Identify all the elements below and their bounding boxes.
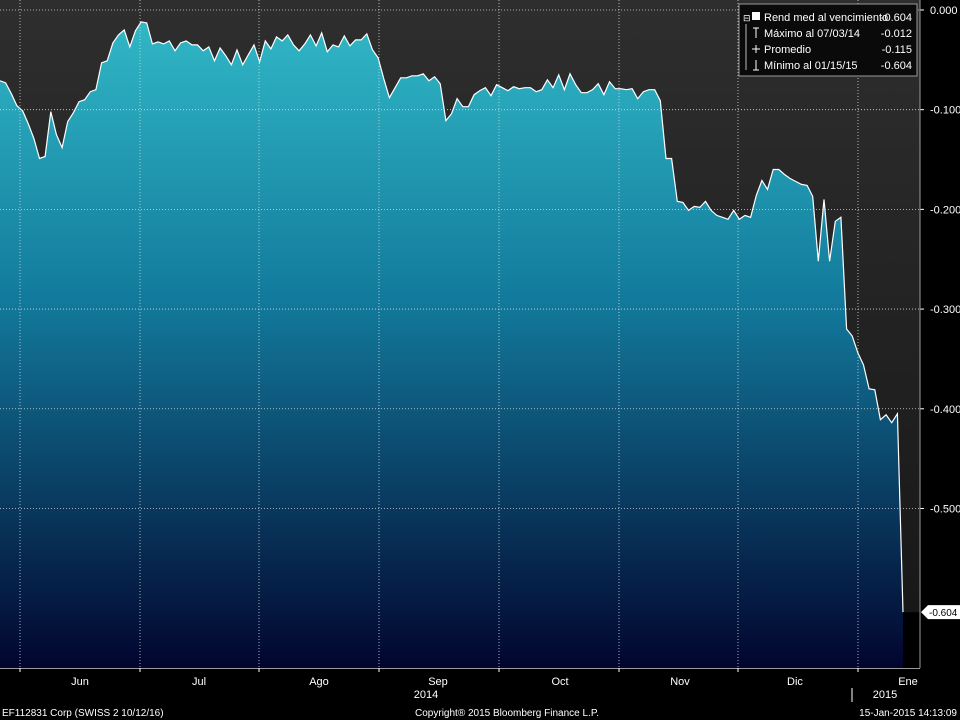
y-tick-label: 0.000: [930, 5, 958, 17]
gridlines: [0, 0, 920, 668]
legend: ⊟ Rend med al vencimiento -0.604 Máximo …: [738, 3, 918, 77]
y-tick-label: -0.200: [930, 204, 960, 216]
min-marker-icon: [753, 60, 759, 71]
y-tick-label: -0.500: [930, 503, 960, 515]
legend-value-2: -0.012: [881, 28, 912, 40]
legend-label-4: Mínimo al 01/15/15: [764, 60, 858, 72]
legend-label-3: Promedio: [764, 44, 811, 56]
legend-label-1: Rend med al vencimiento: [764, 12, 888, 24]
last-value-layer: -0.604: [921, 605, 960, 620]
x-tick-label: Sep: [428, 676, 448, 688]
average-marker-icon: [752, 45, 760, 53]
x-tick-label: Nov: [670, 676, 690, 688]
plot-edge: [903, 612, 920, 668]
y-tick-label: -0.300: [930, 304, 960, 316]
yield-area: [0, 21, 903, 668]
legend-label-2: Máximo al 07/03/14: [764, 28, 860, 40]
legend-value-3: -0.115: [882, 44, 912, 56]
legend-value-4: -0.604: [881, 60, 912, 72]
x-tick-label: Oct: [551, 676, 568, 688]
square-icon: [752, 12, 760, 20]
y-axis: 0.000 -0.100 -0.200 -0.300 -0.400 -0.500: [919, 0, 960, 668]
x-tick-label: Jul: [192, 676, 206, 688]
x-tick-label: Jun: [71, 676, 89, 688]
legend-box: [738, 3, 918, 77]
legend-value-1: -0.604: [881, 12, 912, 24]
y-tick-label: -0.100: [930, 105, 960, 117]
footer-timestamp: 15-Jan-2015 14:13:09: [859, 708, 957, 719]
footer-bar: [0, 703, 960, 720]
footer-copyright: Copyright® 2015 Bloomberg Finance L.P.: [415, 708, 599, 719]
max-marker-icon: [753, 27, 759, 38]
x-tick-label: Dic: [787, 676, 803, 688]
y-tick-label: -0.400: [930, 404, 960, 416]
footer: EF112831 Corp (SWISS 2 10/12/16) Copyrig…: [0, 703, 960, 720]
last-value-tag: [921, 605, 960, 620]
year-label: 2014: [414, 689, 438, 701]
footer-security: EF112831 Corp (SWISS 2 10/12/16): [2, 708, 164, 719]
last-value-label: -0.604: [929, 608, 958, 619]
x-axis-band: [0, 668, 960, 703]
x-tick-label: Ene: [898, 676, 918, 688]
legend-collapse-icon[interactable]: ⊟: [743, 14, 751, 24]
yield-line: [0, 21, 904, 613]
x-tick-label: Ago: [309, 676, 329, 688]
year-label: 2015: [873, 689, 897, 701]
area-layer: [0, 21, 920, 668]
x-axis: Jun Jul Ago Sep Oct Nov Dic Ene 2014 2015: [0, 668, 960, 703]
